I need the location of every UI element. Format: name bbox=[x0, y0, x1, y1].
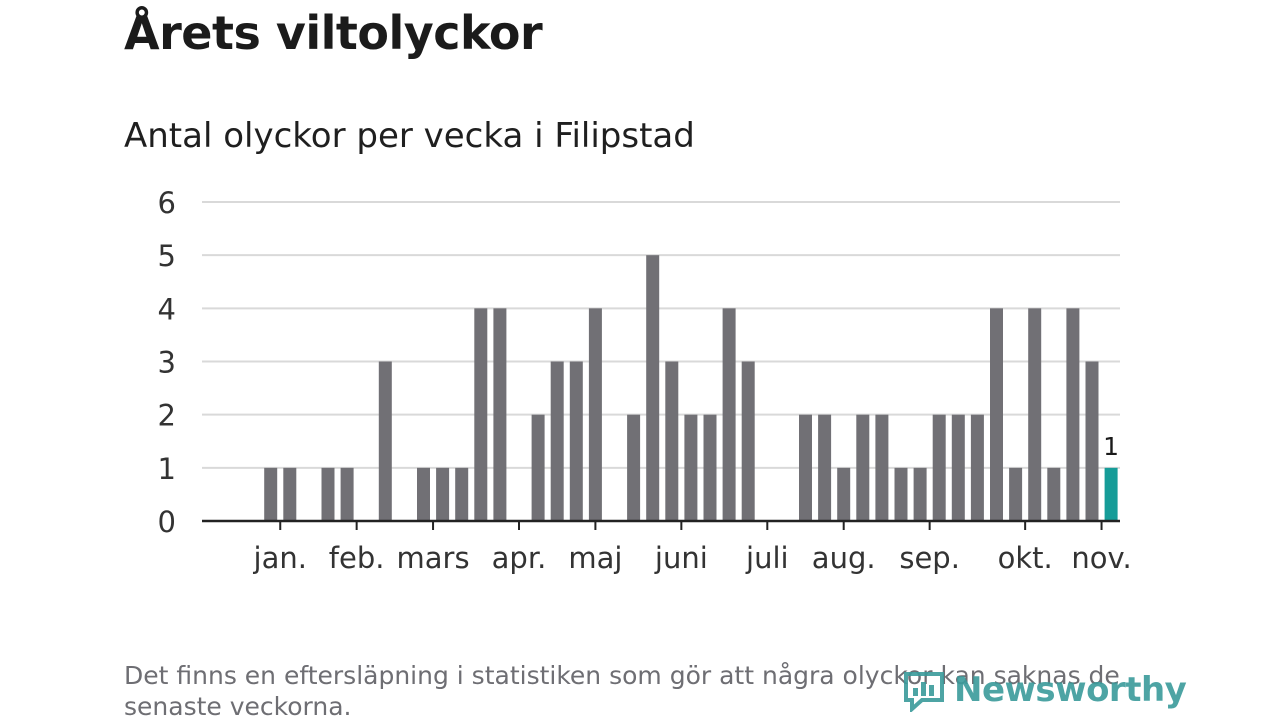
x-tick-label: aug. bbox=[812, 541, 876, 575]
bar bbox=[665, 361, 679, 521]
bar bbox=[818, 414, 832, 521]
bar bbox=[1066, 308, 1080, 521]
gridlines bbox=[202, 201, 1120, 469]
bar bbox=[378, 361, 392, 521]
y-tick-label: 2 bbox=[158, 399, 176, 433]
bar bbox=[436, 467, 450, 521]
bar bbox=[741, 361, 755, 521]
y-tick-label: 1 bbox=[158, 452, 176, 486]
bar bbox=[875, 414, 889, 521]
x-tick-label: juli bbox=[745, 541, 789, 575]
newsworthy-logo: Newsworthy bbox=[902, 668, 1187, 712]
chart-title: Årets viltolyckor bbox=[124, 6, 543, 60]
bar bbox=[1085, 361, 1099, 521]
bar bbox=[703, 414, 717, 521]
x-axis-month-labels: jan. feb. mars apr. maj juni juli aug. sep. okt. n… bbox=[253, 541, 1132, 575]
bar bbox=[455, 467, 469, 521]
bar bbox=[646, 255, 660, 521]
y-axis-tick-labels: 0 1 2 3 4 5 6 bbox=[158, 186, 176, 539]
bar bbox=[264, 467, 278, 521]
x-tick-label: apr. bbox=[492, 541, 547, 575]
newsworthy-logo-icon bbox=[904, 672, 944, 712]
bar bbox=[340, 467, 354, 521]
bar bbox=[837, 467, 851, 521]
bar bbox=[684, 414, 698, 521]
x-tick-label: maj bbox=[568, 541, 622, 575]
bar bbox=[283, 467, 297, 521]
y-tick-label: 4 bbox=[158, 292, 176, 326]
bar bbox=[990, 308, 1003, 521]
data-labels: 1 bbox=[1103, 432, 1119, 461]
bar bbox=[1009, 467, 1023, 521]
x-axis bbox=[202, 519, 1120, 530]
chart-subtitle: Antal olyckor per vecka i Filipstad bbox=[124, 116, 695, 156]
bar bbox=[569, 361, 583, 521]
bar bbox=[913, 467, 927, 521]
bar bbox=[531, 414, 545, 521]
bar bbox=[722, 308, 736, 521]
x-tick-label: sep. bbox=[899, 541, 960, 575]
bar bbox=[417, 467, 430, 521]
x-tick-label: feb. bbox=[329, 541, 385, 575]
bar bbox=[321, 467, 335, 521]
bar bbox=[894, 467, 908, 521]
bar bbox=[550, 361, 564, 521]
y-tick-label: 6 bbox=[158, 186, 176, 220]
x-tick-label: nov. bbox=[1071, 541, 1131, 575]
bar bbox=[627, 414, 641, 521]
footnote: Det finns en eftersläpning i statistiken… bbox=[124, 661, 1120, 721]
bar bbox=[1047, 467, 1061, 521]
y-tick-label: 5 bbox=[158, 239, 176, 273]
bar bbox=[799, 414, 812, 521]
x-tick-label: mars bbox=[397, 541, 470, 575]
bar bbox=[493, 308, 507, 521]
x-tick-label: juni bbox=[654, 541, 708, 575]
newsworthy-logo-text: Newsworthy bbox=[954, 670, 1187, 710]
y-tick-label: 0 bbox=[158, 505, 176, 539]
data-label-last-week: 1 bbox=[1103, 432, 1119, 461]
bar bbox=[970, 414, 984, 521]
bar bbox=[588, 308, 602, 521]
y-tick-label: 3 bbox=[158, 346, 176, 380]
bars bbox=[264, 255, 1118, 521]
bar bbox=[1028, 308, 1042, 521]
x-tick-label: okt. bbox=[998, 541, 1053, 575]
bar bbox=[856, 414, 870, 521]
bar-highlight bbox=[1104, 467, 1118, 521]
bar bbox=[474, 308, 488, 521]
bar bbox=[951, 414, 965, 521]
bar bbox=[932, 414, 946, 521]
x-tick-label: jan. bbox=[253, 541, 307, 575]
